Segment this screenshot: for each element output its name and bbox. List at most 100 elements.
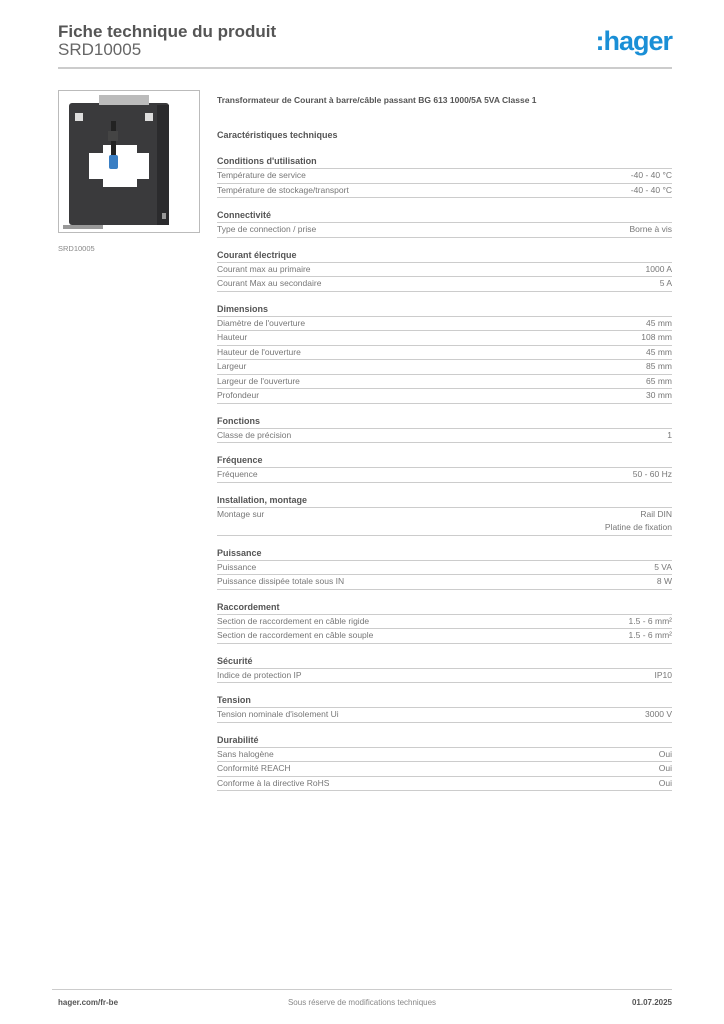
spec-value: 1.5 - 6 mm² — [628, 615, 672, 626]
spec-row: Conformité REACH Oui — [217, 762, 672, 777]
spec-value: -40 - 40 °C — [630, 170, 672, 180]
section-title: Connectivité — [217, 209, 672, 223]
section-title: Courant électrique — [217, 249, 672, 263]
section-title: Durabilité — [217, 734, 672, 748]
spec-value: Oui — [658, 763, 672, 773]
spec-label: Hauteur — [217, 332, 248, 342]
spec-row: Type de connection / prise Borne à vis — [217, 223, 672, 238]
header-divider — [58, 67, 672, 69]
spec-value: 65 mm — [646, 375, 672, 386]
section-title: Puissance — [217, 547, 672, 561]
spec-section: Courant électrique Courant max au primair… — [217, 249, 672, 292]
spec-label: Courant max au primaire — [217, 263, 311, 274]
section-title: Sécurité — [217, 655, 672, 669]
spec-row: Section de raccordement en câble souple 1… — [217, 629, 672, 644]
spec-value: 1000 A — [645, 263, 672, 274]
footer-notice: Sous réserve de modifications techniques — [287, 998, 437, 1007]
spec-value: 108 mm — [641, 332, 672, 342]
section-title: Conditions d'utilisation — [217, 155, 672, 169]
spec-label: Température de stockage/transport — [217, 184, 349, 195]
spec-content: Transformateur de Courant à barre/câble … — [217, 95, 672, 791]
spec-label: Conformité REACH — [217, 763, 291, 773]
product-description: Transformateur de Courant à barre/câble … — [217, 95, 537, 105]
spec-label: Diamètre de l'ouverture — [217, 317, 306, 328]
spec-label: Hauteur de l'ouverture — [217, 346, 301, 357]
spec-row: Largeur 85 mm — [217, 360, 672, 375]
spec-label: Type de connection / prise — [217, 224, 317, 234]
footer-divider — [52, 989, 672, 990]
spec-section: Tension Tension nominale d'isolement Ui 30… — [217, 694, 672, 723]
spec-section: Installation, montage Montage sur Rail DIN… — [217, 494, 672, 536]
spec-label: Sans halogène — [217, 748, 274, 759]
spec-value: 5 A — [659, 278, 672, 288]
spec-row: Puissance dissipée totale sous IN 8 W — [217, 575, 672, 590]
product-code: SRD10005 — [58, 40, 142, 59]
spec-row: Profondeur 30 mm — [217, 389, 672, 404]
spec-value: Rail DIN Platine de fixation — [604, 508, 672, 533]
spec-row: Courant Max au secondaire 5 A — [217, 277, 672, 292]
spec-value: Oui — [658, 777, 672, 788]
section-title: Fréquence — [217, 454, 672, 468]
spec-value: -40 - 40 °C — [630, 184, 672, 195]
spec-row: Conforme à la directive RoHS Oui — [217, 777, 672, 791]
spec-section: Dimensions Diamètre de l'ouverture 45 mm Ha… — [217, 303, 672, 404]
spec-label: Largeur de l'ouverture — [217, 375, 300, 386]
section-title: Installation, montage — [217, 494, 672, 508]
footer-date: 01.07.2025 — [631, 998, 672, 1007]
product-image — [58, 90, 200, 233]
section-title: Dimensions — [217, 303, 672, 317]
spec-row: Diamètre de l'ouverture 45 mm — [217, 317, 672, 331]
spec-row: Fréquence 50 - 60 Hz — [217, 468, 672, 483]
spec-value: 3000 V — [645, 709, 672, 719]
spec-row: Tension nominale d'isolement Ui 3000 V — [217, 708, 672, 723]
spec-row: Puissance 5 VA — [217, 561, 672, 575]
spec-value: 85 mm — [646, 361, 672, 371]
spec-label: Montage sur — [217, 508, 265, 519]
spec-label: Section de raccordement en câble souple — [217, 630, 374, 640]
spec-label: Fréquence — [217, 469, 258, 479]
spec-row: Indice de protection IP IP10 — [217, 669, 673, 683]
footer-website[interactable]: hager.com/fr-be — [58, 998, 119, 1007]
spec-sections: Conditions d'utilisation Température de s… — [217, 155, 672, 791]
spec-section: Durabilité Sans halogène Oui Conformité REA… — [217, 734, 672, 791]
spec-value: IP10 — [654, 669, 673, 680]
spec-value: 5 VA — [654, 561, 672, 572]
spec-row: Hauteur de l'ouverture 45 mm — [217, 346, 672, 360]
spec-value: 30 mm — [646, 390, 672, 400]
spec-section: Fonctions Classe de précision 1 — [217, 415, 672, 443]
spec-label: Puissance — [217, 561, 257, 572]
hager-logo: :hager — [595, 26, 673, 56]
spec-value: 50 - 60 Hz — [632, 469, 672, 479]
spec-value: 1 — [667, 429, 672, 440]
page-title: Fiche technique du produit — [58, 22, 277, 41]
spec-label: Profondeur — [217, 390, 260, 400]
spec-section: Sécurité Indice de protection IP IP10 — [217, 655, 673, 683]
spec-label: Tension nominale d'isolement Ui — [217, 709, 339, 719]
spec-row: Température de service -40 - 40 °C — [217, 169, 672, 184]
section-title: Tension — [217, 694, 672, 708]
spec-label: Section de raccordement en câble rigide — [217, 615, 370, 626]
spec-section: Connectivité Type de connection / prise Bo… — [217, 209, 672, 238]
spec-row: Température de stockage/transport -40 - 4… — [217, 184, 672, 198]
spec-label: Puissance dissipée totale sous IN — [217, 576, 345, 586]
spec-value: 8 W — [656, 576, 672, 586]
spec-value: Borne à vis — [629, 224, 672, 234]
spec-section: Raccordement Section de raccordement en c… — [217, 601, 672, 644]
spec-section: Conditions d'utilisation Température de s… — [217, 155, 672, 198]
spec-value: Oui — [658, 748, 672, 759]
spec-label: Conforme à la directive RoHS — [217, 777, 330, 788]
spec-row: Section de raccordement en câble rigide 1… — [217, 615, 672, 629]
image-caption: SRD10005 — [58, 244, 95, 253]
spec-value: 1.5 - 6 mm² — [628, 630, 672, 640]
spec-label: Largeur — [217, 361, 247, 371]
spec-section: Fréquence Fréquence 50 - 60 Hz — [217, 454, 672, 483]
spec-row: Sans halogène Oui — [217, 748, 672, 762]
spec-value: 45 mm — [646, 346, 672, 357]
spec-value: 45 mm — [646, 317, 672, 328]
spec-label: Courant Max au secondaire — [217, 278, 322, 288]
characteristics-title: Caractéristiques techniques — [217, 130, 338, 140]
spec-label: Température de service — [217, 170, 306, 180]
spec-row: Courant max au primaire 1000 A — [217, 263, 672, 277]
spec-row: Classe de précision 1 — [217, 429, 672, 443]
